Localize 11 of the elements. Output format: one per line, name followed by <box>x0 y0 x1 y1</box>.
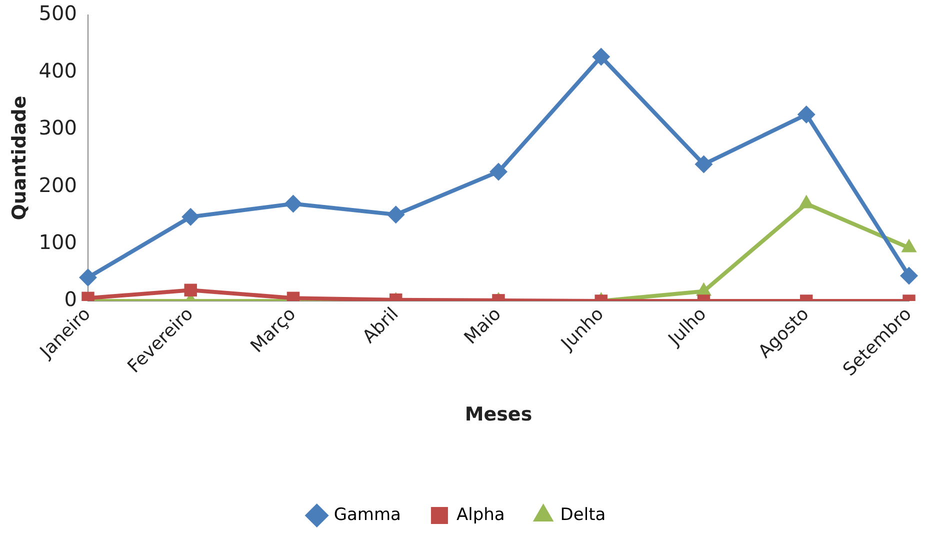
legend-label: Alpha <box>456 504 505 525</box>
y-tick-label: 100 <box>38 230 77 254</box>
legend-label: Delta <box>560 504 606 525</box>
y-tick-label: 400 <box>38 58 77 82</box>
x-axis-title: Meses <box>464 404 532 426</box>
y-tick-label: 200 <box>38 172 77 197</box>
legend-label: Gamma <box>334 504 401 525</box>
y-tick-label: 300 <box>38 116 77 140</box>
y-tick-label: 0 <box>64 287 77 312</box>
y-tick-label: 500 <box>38 1 77 26</box>
y-axis-title: Quantidade <box>8 96 30 220</box>
